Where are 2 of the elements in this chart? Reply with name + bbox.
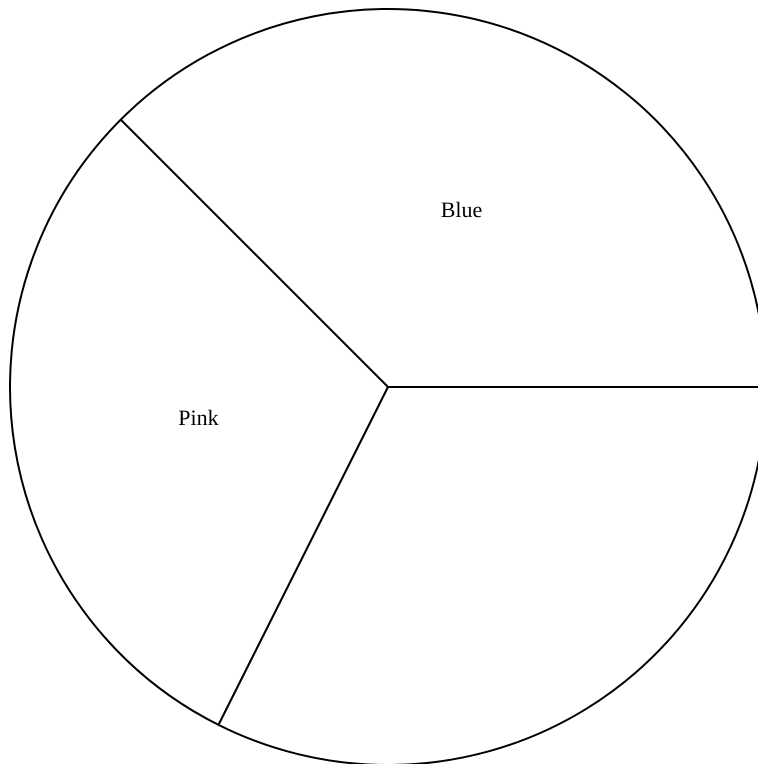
slice-label: Blue [440, 197, 482, 222]
slice-label: Pink [178, 405, 219, 430]
